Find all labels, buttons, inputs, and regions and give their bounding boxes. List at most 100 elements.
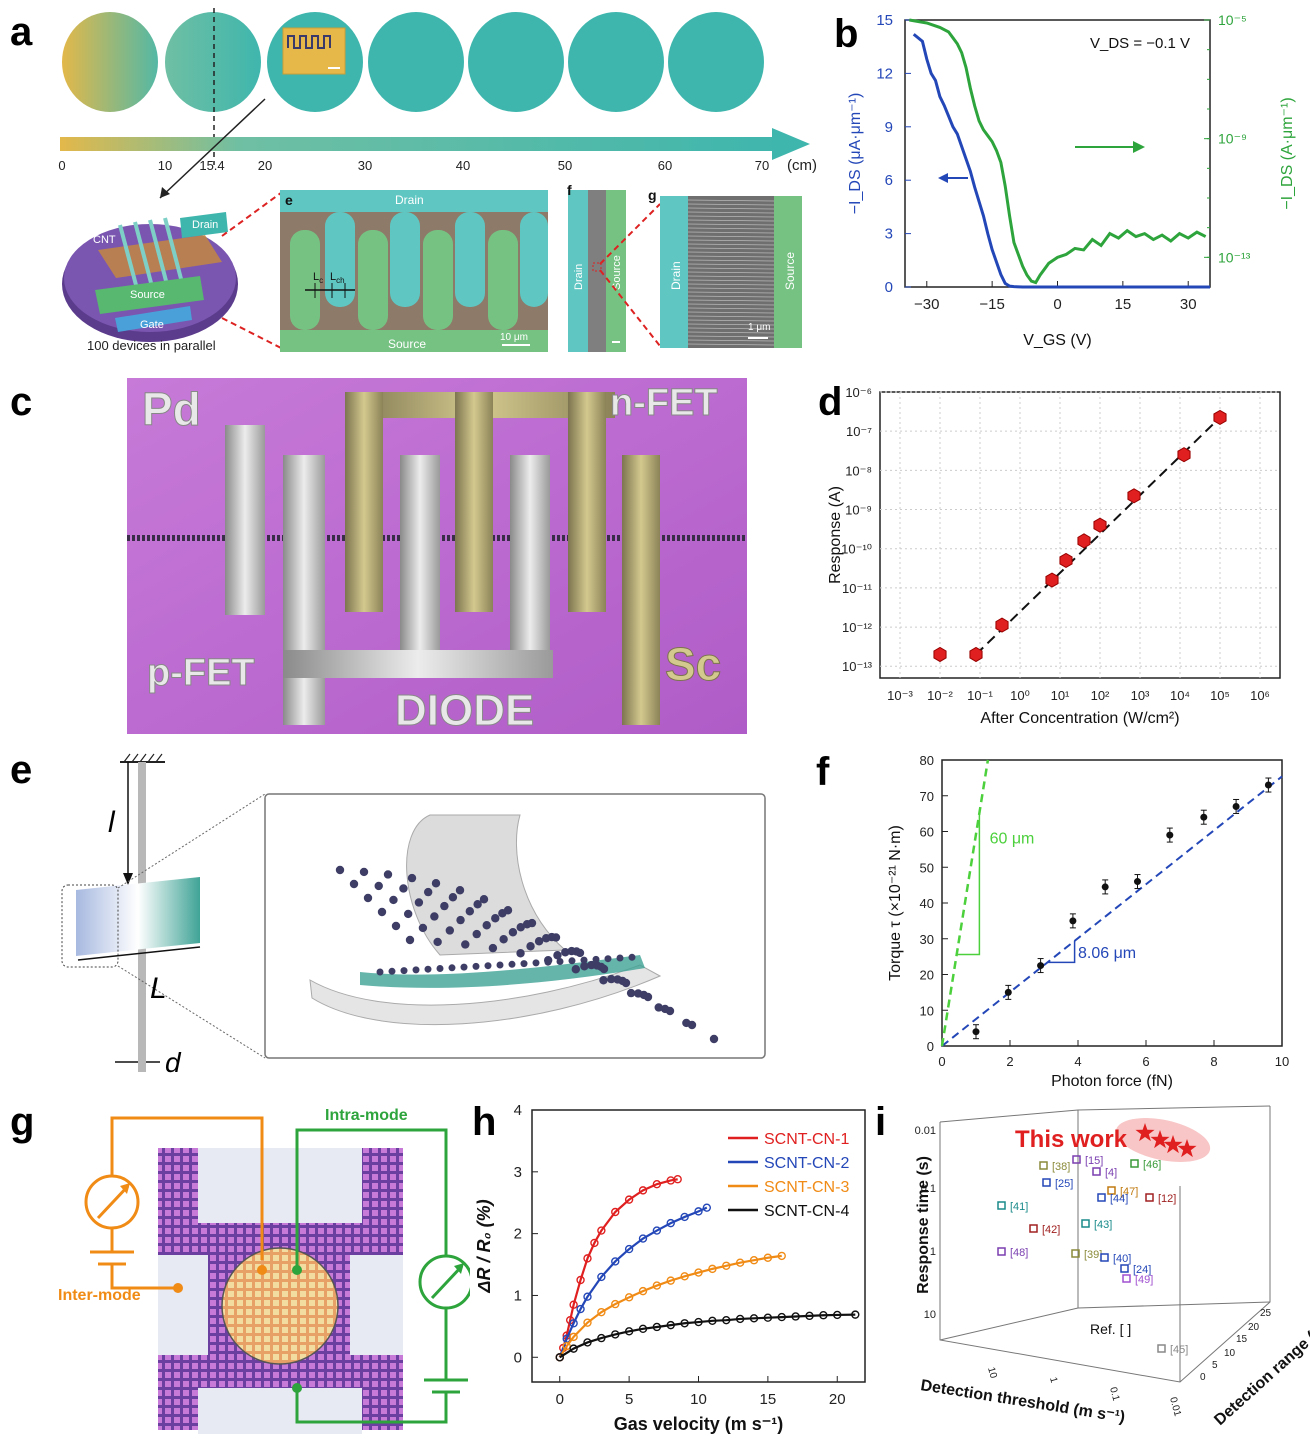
- nanotube-line: [687, 327, 775, 330]
- y-tick-label: 10: [924, 1309, 936, 1321]
- ref-marker: [1122, 1274, 1131, 1283]
- y-tick-label: 50: [920, 860, 934, 875]
- inset-f-source: Source: [611, 255, 623, 290]
- carbon-atom: [604, 955, 612, 963]
- carbon-atom: [436, 965, 444, 972]
- y-tick-label: 20: [920, 968, 934, 983]
- data-point: [680, 1272, 689, 1281]
- data-point: [569, 1319, 578, 1328]
- data-point: [638, 1324, 648, 1334]
- data-point: [597, 1272, 606, 1282]
- label-pd: Pd: [142, 383, 201, 435]
- data-point: [1069, 917, 1077, 925]
- ref-marker: [1072, 1155, 1081, 1164]
- carbon-atom: [496, 961, 504, 969]
- carbon-atom: [363, 893, 373, 903]
- ref-marker: [1157, 1344, 1166, 1353]
- panel-c-label: c: [10, 380, 33, 424]
- carbon-atom: [522, 920, 532, 929]
- legend-label: SCNT-CN-3: [764, 1179, 849, 1196]
- inset-e-label: e: [285, 192, 293, 208]
- ref-label: [49]: [1135, 1274, 1153, 1286]
- nanotube-line: [687, 239, 775, 242]
- carbon-atom: [389, 895, 398, 905]
- panel-e: e l L d: [0, 740, 790, 1090]
- y-tick-label: 0: [927, 1039, 934, 1054]
- data-point: [590, 1238, 599, 1248]
- carbon-atom: [482, 921, 491, 930]
- y-axis-label: ΔR / R₀ (%): [474, 1199, 494, 1293]
- nanotube-line: [687, 223, 775, 226]
- zoom-line-4: [599, 269, 661, 347]
- data-point: [969, 646, 983, 663]
- bottom-sheet: [309, 964, 662, 1026]
- y-left-tick-label: 15: [876, 12, 893, 29]
- data-point: [576, 1304, 585, 1314]
- z-tick-label: 10: [1224, 1348, 1236, 1359]
- data-point: [694, 1317, 703, 1327]
- carbon-atom: [376, 968, 384, 976]
- ref-marker: [1097, 1193, 1106, 1202]
- zoom-line-1: [221, 189, 286, 237]
- plot-frame: [531, 1109, 866, 1383]
- carbon-atom: [405, 935, 415, 945]
- nanotube-line: [687, 215, 775, 218]
- carbon-atom: [613, 975, 622, 984]
- ref-marker: [1071, 1249, 1080, 1258]
- panel-c: c Pd n-FET p-FET Sc DIODE: [0, 370, 780, 740]
- y-right-tick-label: 10⁻⁵: [1218, 12, 1247, 28]
- nanotube-line: [687, 211, 775, 214]
- data-point: [562, 1341, 571, 1351]
- data-point: [1037, 962, 1045, 970]
- position-axis-bar: [60, 137, 775, 151]
- series-line: [558, 1178, 678, 1358]
- data-point: [995, 617, 1009, 633]
- nanotube-line: [687, 315, 775, 318]
- ref-label: [25]: [1055, 1178, 1073, 1190]
- data-point: [624, 1244, 634, 1254]
- device-label-source: Source: [130, 289, 165, 301]
- nanotube-line: [687, 339, 775, 342]
- data-point: [666, 1218, 675, 1228]
- box-edge: [939, 1307, 1079, 1341]
- data-point: [652, 1281, 662, 1290]
- nanotube-line: [687, 243, 775, 246]
- position-axis-arrowhead: [772, 128, 810, 160]
- box-edge: [1077, 1105, 1271, 1111]
- data-point: [833, 1310, 842, 1320]
- panel-h-label: h: [472, 1100, 497, 1144]
- y-tick-label: 10: [920, 1003, 934, 1018]
- data-point: [611, 1330, 620, 1339]
- zoom-line-e1: [117, 793, 266, 889]
- this-work-label: This work: [1015, 1126, 1128, 1153]
- label-L: L: [150, 972, 167, 1005]
- y-tick-label: 10⁻⁶: [845, 385, 872, 400]
- plate: [76, 877, 200, 956]
- ref-label: [42]: [1042, 1224, 1060, 1236]
- position-tick: 20: [258, 158, 272, 173]
- device-caption: 100 devices in parallel: [87, 338, 216, 353]
- series-line: [558, 1206, 708, 1358]
- data-point: [611, 1299, 620, 1309]
- z-tick-label: 5: [1212, 1360, 1218, 1371]
- inset-g: [660, 196, 802, 348]
- ref-label: [39]: [1084, 1249, 1102, 1261]
- y-axis-label: Torque τ (×10⁻²¹ N·m): [887, 825, 904, 981]
- nanotube-line: [687, 219, 775, 222]
- carbon-atom: [607, 974, 616, 984]
- carbon-atom: [526, 942, 535, 951]
- carbon-atom: [541, 934, 551, 943]
- data-point: [1134, 878, 1141, 886]
- ref-label: [45]: [1170, 1344, 1188, 1356]
- data-point: [1101, 883, 1109, 891]
- vds-annotation: V_DS = −0.1 V: [1090, 35, 1190, 52]
- ref-marker: [1029, 1224, 1038, 1233]
- y-left-tick-label: 0: [885, 279, 893, 296]
- pd-electrode-1: [225, 425, 265, 615]
- panel-e-figure: l L d: [61, 753, 766, 1078]
- zoom-box: [61, 884, 119, 968]
- ref-label: [46]: [1143, 1159, 1161, 1171]
- nanotube-line: [687, 295, 775, 298]
- y-axis-label: Response time (s): [915, 1156, 932, 1294]
- carbon-atom: [431, 879, 441, 888]
